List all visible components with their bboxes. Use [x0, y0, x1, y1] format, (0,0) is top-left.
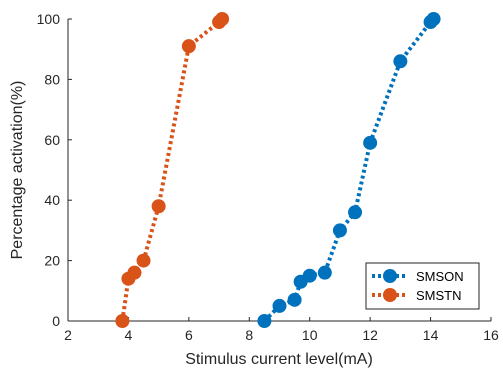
data-point	[393, 54, 408, 69]
x-tick-label: 10	[302, 327, 318, 343]
legend: SMSON SMSTN	[365, 262, 480, 310]
series-smson	[257, 12, 441, 328]
x-tick-label: 12	[362, 327, 378, 343]
legend-label: SMSTN	[416, 288, 462, 303]
y-tick-label: 20	[44, 253, 60, 269]
legend-item-smstn: SMSTN	[372, 288, 462, 303]
data-point	[181, 39, 196, 54]
x-tick-label: 8	[245, 327, 253, 343]
series-layer	[115, 12, 441, 328]
data-point	[332, 223, 347, 238]
x-tick-label: 6	[185, 327, 193, 343]
x-tick-label: 16	[483, 327, 499, 343]
data-point	[215, 12, 230, 26]
data-point	[257, 314, 272, 328]
legend-item-smson: SMSON	[372, 269, 464, 284]
data-point	[127, 265, 142, 280]
legend-box	[365, 262, 480, 310]
data-point	[115, 314, 130, 328]
y-tick-label: 80	[44, 71, 60, 87]
y-axis-ticks: 0 20 40 60 80 100	[37, 11, 72, 329]
data-point	[302, 268, 317, 283]
y-tick-label: 100	[37, 11, 61, 27]
legend-marker	[383, 269, 397, 283]
y-axis-label: Percentage activation(%)	[9, 81, 26, 260]
series-smstn	[115, 12, 230, 328]
legend-marker	[383, 288, 397, 302]
y-tick-label: 60	[44, 132, 60, 148]
x-tick-label: 4	[125, 327, 133, 343]
data-point	[426, 12, 441, 26]
legend-label: SMSON	[416, 269, 464, 284]
x-tick-label: 2	[64, 327, 72, 343]
x-axis-ticks: 2 4 6 8 10 12 14 16	[64, 317, 499, 343]
data-point	[151, 199, 166, 214]
data-point	[272, 298, 287, 313]
data-point	[136, 253, 151, 268]
data-point	[317, 265, 332, 280]
x-axis-label: Stimulus current level(mA)	[185, 351, 373, 368]
data-point	[348, 205, 363, 220]
y-tick-label: 0	[52, 313, 60, 329]
data-point	[363, 135, 378, 150]
x-tick-label: 14	[423, 327, 439, 343]
data-point	[287, 292, 302, 307]
y-tick-label: 40	[44, 192, 60, 208]
